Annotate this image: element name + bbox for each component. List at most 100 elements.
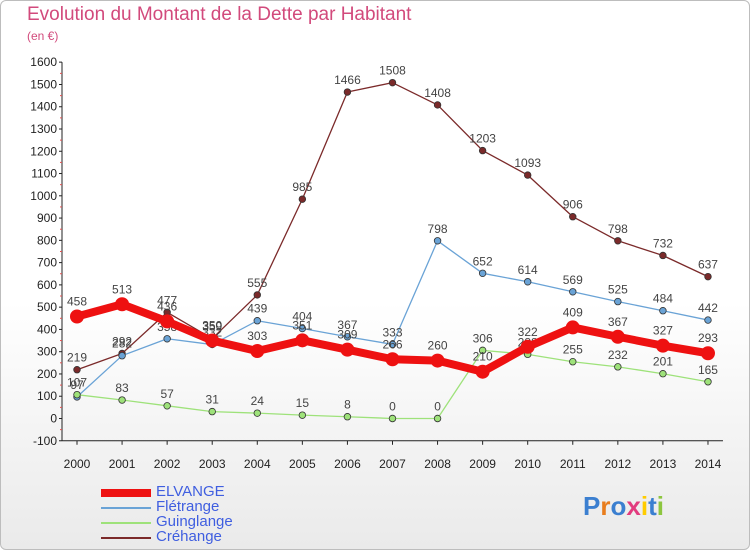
logo-letter: t [648,491,657,521]
data-label: 327 [653,324,673,338]
data-label: 8 [344,398,351,412]
y-tick-label: 1500 [30,77,57,91]
data-point [475,364,490,379]
data-point [704,316,712,324]
legend: ELVANGE Flétrange Guinglange Créhange [101,483,401,545]
data-label: 309 [337,328,357,342]
legend-swatch [101,507,151,509]
data-label: 367 [608,315,628,329]
data-point [163,402,171,410]
data-label: 1408 [424,86,451,100]
legend-label: Créhange [156,528,222,545]
data-point [478,346,487,355]
data-label: 906 [563,198,583,212]
data-label: 24 [251,394,265,408]
data-point [478,146,487,155]
legend-swatch [101,522,151,524]
data-label: 83 [115,381,129,395]
data-label: 107 [67,376,87,390]
data-label: 359 [202,320,222,334]
y-tick-label: 500 [37,300,57,314]
data-label: 409 [563,305,583,319]
y-tick-label: 400 [37,322,57,336]
data-point [433,237,442,245]
data-label: 798 [428,222,448,236]
y-tick-label: 300 [37,345,57,359]
data-point [298,324,307,333]
data-point [70,309,84,324]
x-tick-label: 2009 [469,457,496,471]
x-tick-label: 2014 [695,457,722,471]
data-point [73,366,81,374]
data-label: 255 [563,343,583,357]
data-label: 292 [112,334,132,348]
data-point [610,329,625,344]
data-point [614,237,622,245]
data-point [388,78,397,87]
data-label: 652 [473,254,493,268]
data-point [298,195,307,203]
logo-letter: P [583,491,601,521]
data-label: 0 [389,400,396,414]
data-point [655,338,670,353]
data-point [298,411,307,419]
data-label: 210 [473,350,493,364]
data-label: 614 [518,263,538,277]
x-tick-label: 2002 [154,457,181,471]
data-label: 484 [653,292,673,306]
data-label: 303 [247,329,267,343]
data-point [253,409,261,417]
chart-title: Evolution du Montant de la Dette par Hab… [27,4,412,25]
legend-item: ELVANGE [101,483,401,500]
x-tick-label: 2000 [64,457,91,471]
data-point [343,413,352,421]
y-tick-label: 1300 [30,122,57,136]
data-label: 232 [608,348,628,362]
x-tick-label: 2001 [109,457,136,471]
data-point [73,390,81,399]
legend-item: Flétrange [101,498,401,515]
data-label: 436 [157,299,177,313]
data-point [569,213,577,221]
y-tick-label: 900 [37,211,57,225]
data-label: 732 [653,236,673,250]
x-tick-label: 2010 [514,457,541,471]
data-point [253,291,261,299]
logo-letter: o [610,491,627,521]
y-tick-label: 700 [37,256,57,270]
data-point [700,346,715,361]
data-label: 282 [112,337,132,351]
data-point [205,333,220,348]
legend-swatch [101,537,151,539]
data-label: 367 [337,318,357,332]
data-point [160,314,175,329]
data-label: 266 [382,337,402,351]
x-tick-label: 2003 [199,457,226,471]
data-point [118,351,126,360]
data-label: 31 [206,393,220,407]
data-label: 513 [112,282,132,296]
data-point [433,414,442,423]
legend-swatch [101,489,151,497]
legend-item: Créhange [101,528,401,545]
data-label: 15 [296,396,310,410]
data-point [163,335,171,343]
legend-label: ELVANGE [156,483,225,500]
data-point [565,320,580,335]
data-point [340,342,355,357]
data-label: 798 [608,222,628,236]
y-tick-label: 1400 [30,100,57,114]
x-tick-label: 2011 [560,457,586,471]
data-point [569,288,577,296]
data-label: 201 [653,355,673,369]
data-label: 458 [67,295,87,309]
legend-label: Guinglange [156,513,233,530]
data-point [343,333,352,341]
logo-letter: x [626,491,641,521]
data-label: 350 [202,319,222,333]
y-tick-label: 1600 [30,55,57,69]
data-point [250,344,265,359]
data-label: 442 [698,301,718,315]
data-point [614,363,622,371]
